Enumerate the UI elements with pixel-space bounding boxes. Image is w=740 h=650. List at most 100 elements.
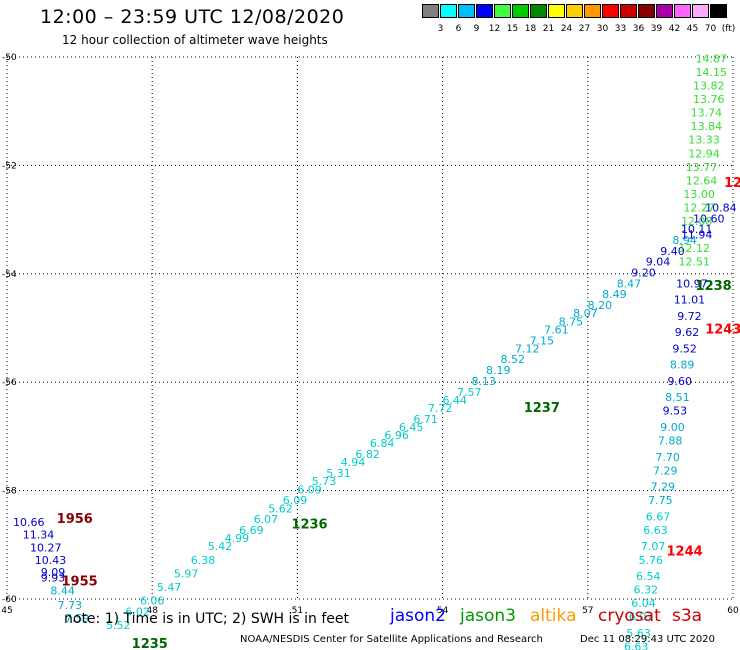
legend-jason3: jason3 <box>460 606 516 626</box>
scale-label: 45 <box>686 24 699 34</box>
wave-height-value: 7.29 <box>653 464 678 477</box>
wave-height-value: 8.44 <box>50 585 75 598</box>
wave-height-value: 8.89 <box>670 359 695 372</box>
wave-height-value: 4.99 <box>225 532 250 545</box>
scale-swatch <box>692 4 709 18</box>
wave-height-value: 6.96 <box>384 429 409 442</box>
wave-height-value: 12.12 <box>679 242 711 255</box>
wave-height-value: 9.20 <box>631 267 656 280</box>
scale-swatch <box>530 4 547 18</box>
x-tick-label: 51 <box>292 606 303 616</box>
wave-height-value: 13.84 <box>691 120 723 133</box>
map-title: 12:00 – 23:59 UTC 12/08/2020 <box>40 6 345 28</box>
wave-height-value: 6.04 <box>631 597 656 610</box>
scale-swatch <box>674 4 691 18</box>
scale-label: 70 <box>704 24 717 34</box>
wave-height-value: 12.08 <box>681 215 713 228</box>
legend-jason2: jason2 <box>390 606 446 626</box>
wave-height-value: 7.12 <box>515 342 540 355</box>
scale-label: 42 <box>668 24 681 34</box>
wave-height-value: 9.09 <box>41 566 66 579</box>
wave-height-value: 10.60 <box>693 212 725 225</box>
track-time-label: 1244 <box>667 545 703 560</box>
wave-height-value: 8.49 <box>602 288 627 301</box>
wave-height-value: 7.15 <box>530 334 555 347</box>
scale-label: 39 <box>650 24 663 34</box>
scale-label: 9 <box>473 24 480 34</box>
wave-height-value: 5.31 <box>326 467 351 480</box>
wave-height-value: 6.09 <box>297 483 322 496</box>
track-time-label: 1235 <box>132 637 168 650</box>
x-tick-label: 57 <box>582 606 593 616</box>
x-tick-label: 48 <box>146 606 158 616</box>
wave-height-value: 9.04 <box>646 256 671 269</box>
wave-height-value: 7.29 <box>651 481 676 494</box>
wave-height-value: 6.38 <box>191 554 216 567</box>
wave-height-value: 12.51 <box>679 256 711 269</box>
wave-height-value: 8.47 <box>617 277 642 290</box>
wave-height-value: 8.13 <box>471 375 496 388</box>
y-tick-label: -56 <box>2 378 17 388</box>
wave-height-value: 6.07 <box>629 611 654 624</box>
wave-height-value: 9.62 <box>675 326 700 339</box>
track-time-label: 12 <box>724 176 740 191</box>
wave-height-value: 11.34 <box>23 528 55 541</box>
track-time-label: 1237 <box>524 401 560 416</box>
scale-swatch <box>476 4 493 18</box>
wave-height-value: 6.54 <box>636 570 661 583</box>
scale-swatch <box>458 4 475 18</box>
wave-height-value: 6.02 <box>125 605 150 618</box>
wave-height-value: 6.09 <box>283 494 308 507</box>
scale-swatch <box>512 4 529 18</box>
x-tick-label: 60 <box>727 606 739 616</box>
scale-label: (ft) <box>721 24 736 34</box>
wave-height-value: 7.57 <box>457 386 482 399</box>
wave-height-value: 7.70 <box>655 451 680 464</box>
wave-height-value: 12.27 <box>683 201 715 214</box>
wave-height-value: 7.72 <box>428 402 453 415</box>
scale-swatch <box>602 4 619 18</box>
scale-label: 12 <box>488 24 501 34</box>
wave-height-value: 13.33 <box>688 134 720 147</box>
scale-label: 3 <box>437 24 444 34</box>
wave-height-value: 6.84 <box>370 437 395 450</box>
wave-height-value: 10.84 <box>705 201 737 214</box>
wave-height-value: 11.01 <box>674 294 706 307</box>
x-tick-label: 54 <box>437 606 449 616</box>
wave-height-value: 12.64 <box>686 174 718 187</box>
wave-height-value: 14.15 <box>695 66 727 79</box>
wave-height-value: 6.07 <box>254 513 279 526</box>
scale-swatch <box>548 4 565 18</box>
x-tick-label: 45 <box>1 606 12 616</box>
wave-height-value: 10.43 <box>35 554 67 567</box>
wave-height-value: 7.59 <box>65 612 90 625</box>
wave-height-value: 9.53 <box>663 405 688 418</box>
map-subtitle: 12 hour collection of altimeter wave hei… <box>62 33 328 47</box>
scale-swatch <box>440 4 457 18</box>
wave-height-value: 8.19 <box>486 364 511 377</box>
wave-height-value: 12.94 <box>688 147 720 160</box>
wave-height-value: 10.97 <box>676 277 708 290</box>
wave-height-value: 8.94 <box>672 234 697 247</box>
scale-label: 21 <box>542 24 555 34</box>
wave-height-value: 5.63 <box>626 627 651 640</box>
axis-tick-labels: 45 48 51 54 57 60 -50 -52 -54 -56 -58 -60 <box>1 53 739 616</box>
legend-s3a: s3a <box>672 606 703 626</box>
wave-height-value: 14.87 <box>695 52 727 65</box>
scale-label: 15 <box>506 24 519 34</box>
wave-height-value: 7.73 <box>58 599 83 612</box>
scale-label: 18 <box>524 24 537 34</box>
wave-height-value: 9.72 <box>677 310 702 323</box>
legend-cryosat: cryosat <box>598 606 661 626</box>
wave-height-value: 9.00 <box>660 421 685 434</box>
wave-height-value: 6.63 <box>624 640 649 650</box>
wave-height-value: 8.07 <box>573 307 598 320</box>
wave-height-value: 6.45 <box>399 421 424 434</box>
scale-label: 36 <box>632 24 645 34</box>
scale-swatch <box>620 4 637 18</box>
wave-height-value: 13.74 <box>691 107 723 120</box>
y-tick-label: -60 <box>2 595 17 605</box>
wave-height-value: 13.77 <box>686 161 718 174</box>
scale-label: 33 <box>614 24 627 34</box>
